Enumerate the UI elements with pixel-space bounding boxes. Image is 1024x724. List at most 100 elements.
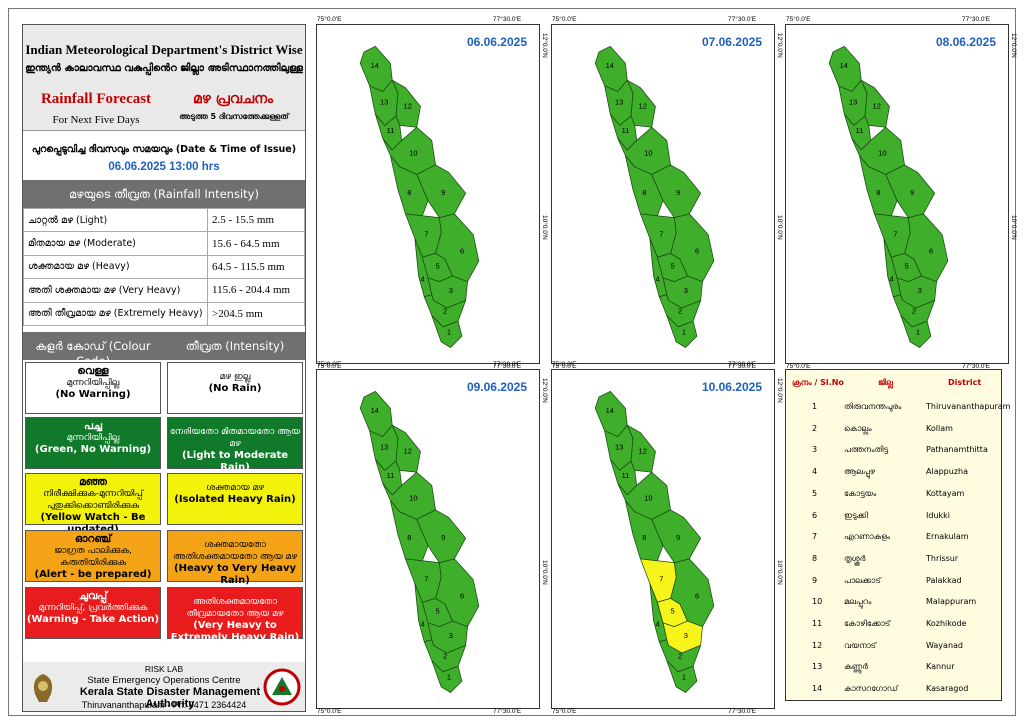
district-14 bbox=[594, 390, 628, 437]
lat-tick-1: 12°0.0'N bbox=[541, 33, 548, 58]
district-en: Alappuzha bbox=[926, 467, 968, 477]
district-no: 4 bbox=[812, 467, 818, 477]
forecast-date: 09.06.2025 bbox=[466, 380, 527, 394]
footer: RISK LAB State Emergency Operations Cent… bbox=[23, 662, 305, 711]
colour-en: (Yellow Watch - Be updated) bbox=[40, 512, 146, 535]
district-label: 2 bbox=[678, 652, 682, 661]
district-label: 11 bbox=[856, 126, 864, 135]
intensity-title: മഴയുടെ തീവ്രത (Rainfall Intensity) bbox=[69, 187, 259, 201]
district-no: 10 bbox=[812, 597, 823, 607]
district-row: 14 കാസറഗോഡ് Kasaragod bbox=[786, 678, 1001, 700]
lon-tick-bottom-1: 75°0.0'E bbox=[317, 363, 342, 370]
district-label: 7 bbox=[424, 229, 428, 238]
district-label: 2 bbox=[912, 307, 916, 316]
issue-label: പുറപ്പെടുവിച്ച ദിവസവും സമയവും (Date & Ti… bbox=[31, 144, 297, 155]
district-label: 6 bbox=[460, 246, 464, 255]
district-label: 6 bbox=[695, 591, 699, 600]
district-en: Palakkad bbox=[926, 575, 962, 585]
lon-tick-bottom-1: 75°0.0'E bbox=[317, 708, 342, 715]
district-label: 14 bbox=[606, 406, 614, 415]
district-ml: ആലപ്പുഴ bbox=[844, 467, 875, 477]
district-ml: വയനാട് bbox=[844, 640, 877, 650]
district-row: 12 വയനാട് Wayanad bbox=[786, 635, 1001, 657]
lat-tick-1: 12°0.0'N bbox=[776, 33, 783, 58]
district-label: 9 bbox=[676, 188, 680, 197]
district-en: Thrissur bbox=[926, 553, 959, 563]
district-en: Idukki bbox=[926, 510, 950, 520]
district-label: 12 bbox=[873, 101, 881, 110]
district-ml: പാലക്കാട് bbox=[844, 575, 881, 585]
intensity-row: മിതമായ മഴ (Moderate) 15.6 - 64.5 mm bbox=[23, 231, 305, 256]
district-row: 2 കൊല്ലം Kollam bbox=[786, 418, 1001, 440]
intensity-label: ചാറ്റൽ മഴ (Light) bbox=[23, 207, 208, 233]
lon-tick-top-1: 75°0.0'E bbox=[786, 16, 811, 23]
colour-header-bar: കളർ കോഡ് (Colour Code) തീവ്രത (Intensity… bbox=[23, 332, 305, 368]
intensity-box: ശക്തമായ മഴ (Isolated Heavy Rain) bbox=[167, 473, 303, 525]
colour-en: (No Warning) bbox=[55, 389, 131, 400]
district-en: Wayanad bbox=[926, 640, 963, 650]
district-ml: പത്തനംതിട്ട bbox=[844, 445, 889, 455]
district-label: 3 bbox=[449, 286, 453, 295]
lon-tick-bottom-2: 77°30.0'E bbox=[728, 363, 757, 370]
forecast-date: 06.06.2025 bbox=[466, 35, 527, 49]
district-7 bbox=[873, 213, 911, 258]
district-ml: തൃശ്ശൂർ bbox=[844, 553, 866, 563]
district-row: 6 ഇടുക്കി Idukki bbox=[786, 505, 1001, 527]
district-label: 5 bbox=[671, 261, 675, 270]
district-label: 14 bbox=[371, 61, 379, 70]
colour-code-box: പച്ച മുന്നറിയിപ്പില്ല (Green, No Warning) bbox=[25, 417, 161, 469]
colour-desc: നിരീക്ഷിക്കുക-മുന്നറിയിപ്പ് പുതുക്കിക്കൊ… bbox=[43, 489, 143, 511]
district-label: 5 bbox=[905, 261, 909, 270]
risk-lab: RISK LAB bbox=[144, 664, 184, 674]
lat-tick-2: 10°0.0'N bbox=[776, 215, 783, 240]
title-en: Indian Meteorological Department's Distr… bbox=[25, 42, 303, 57]
seoc: State Emergency Operations Centre bbox=[87, 675, 241, 686]
district-en: Kannur bbox=[926, 662, 955, 672]
district-label: 9 bbox=[676, 533, 680, 542]
lon-tick-bottom-1: 75°0.0'E bbox=[786, 363, 811, 370]
intensity-label: ശക്തമായ മഴ (Heavy) bbox=[23, 254, 208, 280]
colour-code-box: ഓറഞ്ച് ജാഗ്രത പാലിക്കുക, കരുതിയിരിക്കുക (A… bbox=[25, 530, 161, 582]
col-en-header: District bbox=[948, 378, 982, 387]
lon-tick-bottom-2: 77°30.0'E bbox=[728, 708, 757, 715]
ksdma: Kerala State Disaster Management Authori… bbox=[79, 686, 261, 710]
lat-tick-2: 10°0.0'N bbox=[776, 560, 783, 585]
forecast-date: 08.06.2025 bbox=[935, 35, 996, 49]
district-label: 12 bbox=[639, 446, 647, 455]
intensity-en: (Isolated Heavy Rain) bbox=[174, 494, 296, 505]
intensity-title-bar: മഴയുടെ തീവ്രത (Rainfall Intensity) bbox=[23, 180, 305, 208]
intensity-row: അതി ശക്തമായ മഴ (Very Heavy) 115.6 - 204.4… bbox=[23, 278, 305, 303]
ksdma-logo-icon bbox=[263, 668, 301, 706]
colour-code-box: മഞ്ഞ നിരീക്ഷിക്കുക-മുന്നറിയിപ്പ് പുതുക്കി… bbox=[25, 473, 161, 535]
lon-tick-top-2: 77°30.0'E bbox=[493, 16, 522, 23]
colour-desc: മുന്നറിയിപ്പില്ല bbox=[66, 378, 120, 388]
district-no: 9 bbox=[812, 575, 818, 585]
district-label: 12 bbox=[404, 101, 412, 110]
district-label: 9 bbox=[910, 188, 914, 197]
district-label: 10 bbox=[409, 148, 417, 157]
intensity-ml: അതിശക്തമായതോ തീവ്രമായതോ ആയ മഴ bbox=[186, 597, 284, 619]
intensity-ml: ശക്തമായ മഴ bbox=[206, 483, 264, 493]
district-7 bbox=[639, 558, 677, 603]
page-frame bbox=[8, 8, 1016, 716]
intensity-range: >204.5 mm bbox=[207, 301, 305, 326]
intensity-ml: നേരിയതോ മിതമായതോ ആയ മഴ bbox=[169, 427, 301, 449]
district-label: 4 bbox=[889, 275, 893, 284]
colour-code-box: വെള്ള മുന്നറിയിപ്പില്ല (No Warning) bbox=[25, 362, 161, 414]
district-14 bbox=[359, 390, 393, 437]
district-label: 13 bbox=[380, 443, 388, 452]
district-9 bbox=[651, 509, 702, 564]
district-label: 1 bbox=[447, 327, 451, 336]
lon-tick-bottom-2: 77°30.0'E bbox=[493, 363, 522, 370]
district-no: 1 bbox=[812, 402, 818, 411]
issue-datetime: 06.06.2025 13:00 hrs bbox=[108, 161, 220, 173]
panel-header: Indian Meteorological Department's Distr… bbox=[23, 25, 305, 131]
colour-name: പച്ച bbox=[84, 420, 102, 432]
district-label: 7 bbox=[893, 229, 897, 238]
district-ml: കോട്ടയം bbox=[844, 488, 877, 498]
lon-tick-bottom-1: 75°0.0'E bbox=[552, 708, 577, 715]
district-label: 13 bbox=[849, 98, 857, 107]
